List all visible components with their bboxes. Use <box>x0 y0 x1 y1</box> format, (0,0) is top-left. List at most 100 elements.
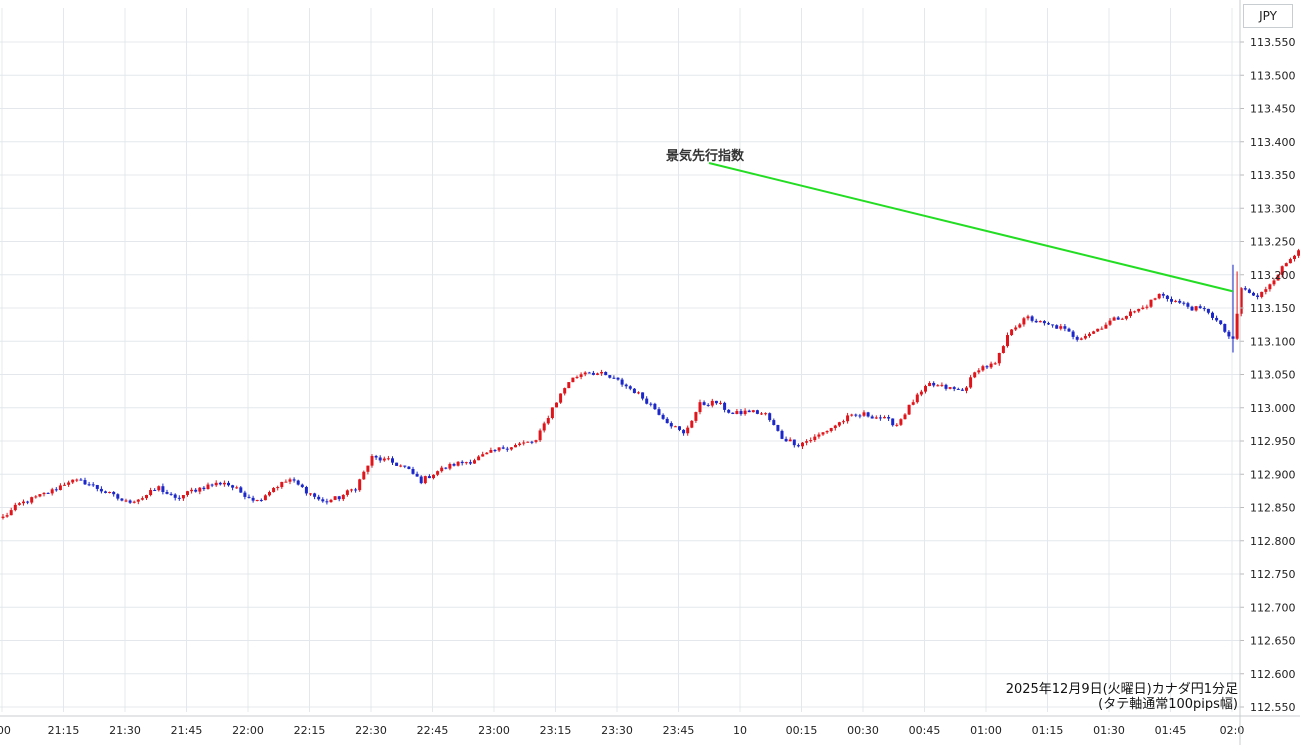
candle-body <box>945 385 948 389</box>
candle-body <box>744 411 747 414</box>
candle-body <box>325 501 328 502</box>
y-tick-label: 113.350 <box>1250 169 1296 182</box>
candle-up <box>1289 258 1292 264</box>
candle-body <box>461 462 464 463</box>
candle-up <box>141 496 144 500</box>
candle-body <box>715 401 718 403</box>
candle-body <box>161 486 164 492</box>
candle-body <box>600 372 603 373</box>
candle-body <box>797 445 800 446</box>
candle-body <box>1088 334 1091 336</box>
candle-up <box>596 373 599 376</box>
candle-body <box>891 419 894 426</box>
candle-up <box>22 499 25 505</box>
candle-body <box>559 394 562 403</box>
candle-body <box>1092 331 1095 333</box>
candle-body <box>84 480 87 484</box>
candle-body <box>141 498 144 499</box>
candle-up <box>383 457 386 462</box>
candle-down <box>26 501 29 504</box>
candle-body <box>571 378 574 382</box>
candle-body <box>436 471 439 475</box>
candle-body <box>633 389 636 393</box>
candle-down <box>354 488 357 493</box>
candle-body <box>506 449 509 450</box>
caption-line-2: (タテ軸通常100pips幅) <box>1006 697 1238 712</box>
candle-down <box>1068 328 1071 332</box>
candle-body <box>850 415 853 416</box>
candle-body <box>498 447 501 450</box>
candle-body <box>100 489 103 491</box>
candle-down <box>260 498 263 501</box>
candle-down <box>1191 306 1194 311</box>
candle-body <box>1080 338 1083 339</box>
currency-label[interactable]: JPY <box>1243 4 1293 28</box>
candle-up <box>563 388 566 396</box>
candle-body <box>1006 335 1009 346</box>
candle-body <box>895 425 898 426</box>
candle-body <box>551 407 554 418</box>
candle-body <box>986 366 989 367</box>
candle-up <box>990 362 993 369</box>
candle-up <box>735 409 738 414</box>
candle-down <box>748 410 751 413</box>
candle-down <box>1162 292 1165 298</box>
y-tick-label: 113.000 <box>1250 402 1296 415</box>
candle-up <box>1260 292 1263 299</box>
candle-down <box>469 460 472 465</box>
candle-up <box>1285 263 1288 267</box>
candle-body <box>112 492 115 494</box>
candle-down <box>776 425 779 432</box>
candle-up <box>477 455 480 460</box>
candle-down <box>608 375 611 378</box>
candle-up <box>145 495 148 500</box>
candle-body <box>440 468 443 472</box>
candle-body <box>494 450 497 451</box>
candle-down <box>375 455 378 460</box>
candle-body <box>211 485 214 486</box>
candle-down <box>1207 309 1210 315</box>
candle-body <box>22 502 25 504</box>
candle-body <box>383 459 386 461</box>
candle-up <box>149 488 152 497</box>
candle-body <box>243 493 246 497</box>
candle-down <box>1256 293 1259 299</box>
candle-body <box>260 500 263 501</box>
candle-down <box>629 385 632 390</box>
candle-down <box>932 381 935 387</box>
candle-down <box>104 491 107 494</box>
candle-body <box>912 402 915 405</box>
candle-body <box>1072 332 1075 337</box>
candle-up <box>1195 306 1198 312</box>
candle-up <box>699 400 702 415</box>
candle-body <box>104 491 107 493</box>
candle-down <box>338 496 341 501</box>
candle-down <box>100 486 103 493</box>
candle-up <box>334 496 337 500</box>
candle-body <box>1150 300 1153 307</box>
candle-down <box>243 491 246 500</box>
y-tick-label: 113.450 <box>1250 103 1296 116</box>
candle-body <box>748 411 751 412</box>
candle-body <box>264 495 267 500</box>
candle-body <box>1285 263 1288 266</box>
candle-up <box>1096 329 1099 332</box>
candle-up <box>215 480 218 487</box>
candle-down <box>592 371 595 375</box>
candle-down <box>412 467 415 475</box>
candle-body <box>1219 320 1222 324</box>
candle-body <box>752 410 755 412</box>
candle-up <box>75 478 78 482</box>
candle-up <box>366 466 369 475</box>
candle-body <box>465 462 468 463</box>
candle-up <box>268 491 271 497</box>
candle-down <box>891 418 894 426</box>
candle-body <box>1084 336 1087 339</box>
candle-up <box>465 462 468 465</box>
y-tick-label: 113.250 <box>1250 236 1296 249</box>
candle-body <box>202 488 205 489</box>
candle-up <box>34 495 37 499</box>
candle-body <box>817 435 820 437</box>
candle-body <box>1195 306 1198 310</box>
